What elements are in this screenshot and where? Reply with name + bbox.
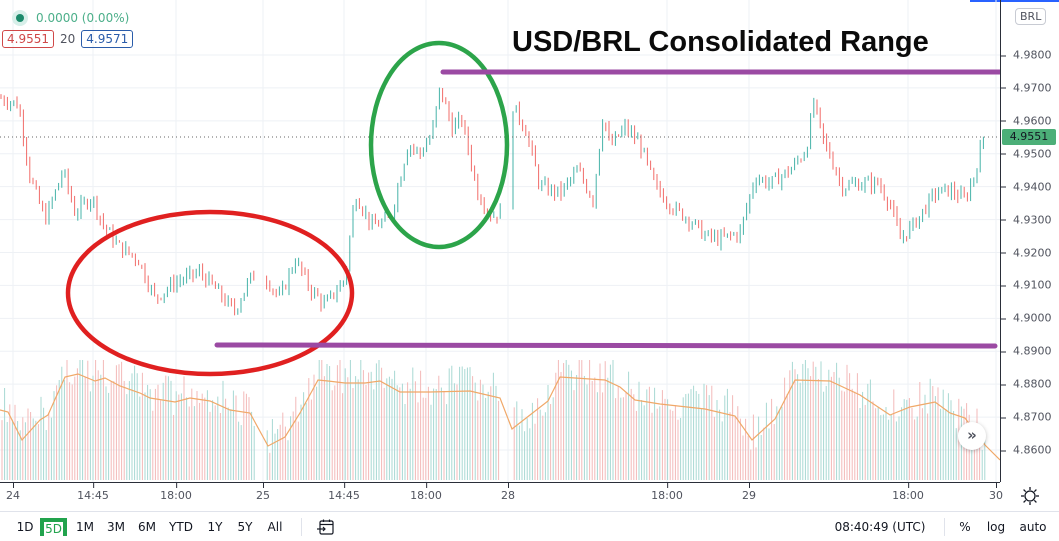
time-tick: 24 <box>6 483 20 502</box>
auto-scale-toggle[interactable]: auto <box>1019 520 1047 534</box>
ma-value: 4.9571 <box>81 30 134 48</box>
time-tick: 28 <box>501 483 515 502</box>
range-5d-button[interactable]: 5D <box>40 518 67 536</box>
currency-badge[interactable]: BRL <box>1015 8 1047 25</box>
last-price-tag: 4.9551 <box>1002 128 1056 145</box>
volume-legend[interactable]: 4.9551 20 4.9571 <box>2 30 134 48</box>
settings-gear-icon[interactable] <box>1020 486 1040 506</box>
range-3m-button[interactable]: 3M <box>107 520 125 534</box>
price-axis[interactable]: 4.9800 4.9700 4.9600 4.9500 4.9400 4.9300 4.92… <box>1000 0 1059 482</box>
support-line <box>214 342 998 349</box>
price-tick: 4.8600 <box>1001 443 1052 457</box>
price-tick: 4.9700 <box>1001 81 1052 95</box>
chart-pane[interactable]: 0.0000 (0.00%) 4.9551 20 4.9571 USD/BRL Co… <box>0 0 1003 482</box>
volume-bars <box>1 360 986 480</box>
price-tick: 4.9000 <box>1001 311 1052 325</box>
time-tick: 18:00 <box>651 483 683 502</box>
price-change: 0.0000 (0.00%) <box>36 11 130 25</box>
time-tick: 18:00 <box>160 483 192 502</box>
time-tick: 18:00 <box>410 483 442 502</box>
toolbar-divider <box>944 518 945 536</box>
range-1d-button[interactable]: 1D <box>16 520 34 534</box>
range-1y-button[interactable]: 1Y <box>207 520 223 534</box>
time-tick: 29 <box>742 483 756 502</box>
volume-value: 4.9551 <box>2 30 54 48</box>
time-tick: 14:45 <box>328 483 360 502</box>
range-5y-button[interactable]: 5Y <box>237 520 253 534</box>
range-1m-button[interactable]: 1M <box>76 520 94 534</box>
price-tick: 4.9600 <box>1001 114 1052 128</box>
status-dot-icon <box>16 14 24 22</box>
annotation-title: USD/BRL Consolidated Range <box>512 26 929 58</box>
log-scale-toggle[interactable]: log <box>986 520 1006 534</box>
percent-scale-toggle[interactable]: % <box>959 520 971 534</box>
price-tick: 4.9400 <box>1001 180 1052 194</box>
price-chart-canvas[interactable] <box>0 0 1003 482</box>
time-tick: 30 <box>989 483 1003 502</box>
price-tick: 4.9200 <box>1001 246 1052 259</box>
price-tick: 4.8700 <box>1001 410 1052 424</box>
time-axis[interactable]: 24 14:45 18:00 25 14:45 18:00 28 18:00 29 18:00 30 <box>0 482 1003 511</box>
utc-clock[interactable]: 08:40:49 (UTC) <box>834 520 926 534</box>
double-chevron-right-icon: » <box>967 426 977 444</box>
price-tick: 4.9300 <box>1001 213 1052 227</box>
price-tick: 4.8800 <box>1001 377 1052 391</box>
volume-ma-line <box>0 373 1001 461</box>
red-ellipse-annotation <box>65 209 355 377</box>
scroll-to-realtime-button[interactable]: » <box>958 422 986 450</box>
go-to-date-icon[interactable] <box>317 519 335 536</box>
time-tick: 25 <box>256 483 270 502</box>
price-tick: 4.8900 <box>1001 344 1052 358</box>
ma-length: 20 <box>60 32 76 46</box>
price-tick: 4.9800 <box>1001 48 1052 62</box>
grid-lines <box>0 0 1000 482</box>
bottom-toolbar: 1D 5D 1M 3M 6M YTD 1Y 5Y All 08:40:49 (U… <box>0 511 1059 541</box>
top-accent-bar <box>970 0 1059 2</box>
range-ytd-button[interactable]: YTD <box>169 520 193 534</box>
time-tick: 14:45 <box>77 483 109 502</box>
time-tick: 18:00 <box>892 483 924 502</box>
green-ellipse-annotation <box>368 40 510 250</box>
toolbar-divider <box>301 518 302 536</box>
price-tick: 4.9500 <box>1001 147 1052 161</box>
candlesticks <box>0 87 984 316</box>
price-tick: 4.9100 <box>1001 278 1052 292</box>
range-all-button[interactable]: All <box>267 520 283 534</box>
range-6m-button[interactable]: 6M <box>138 520 156 534</box>
